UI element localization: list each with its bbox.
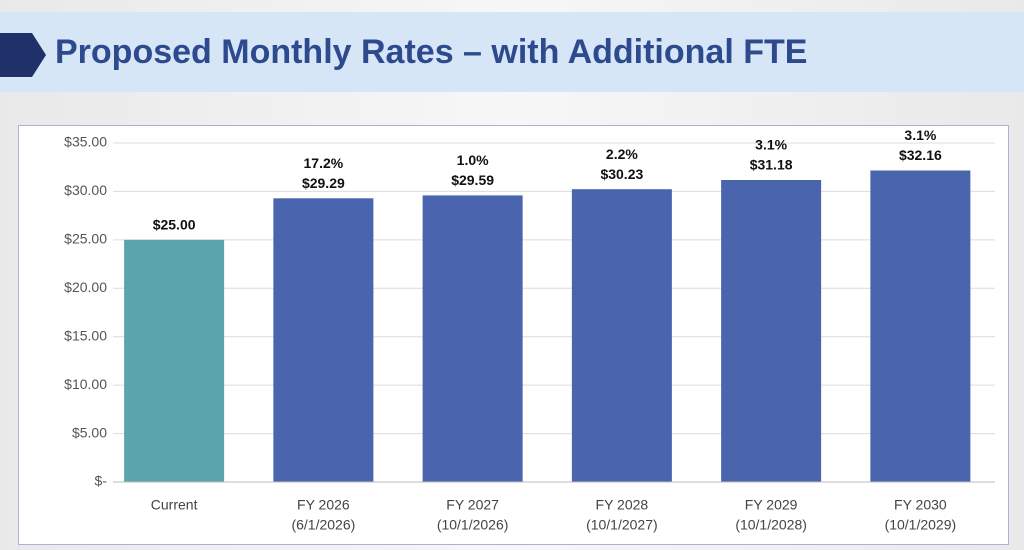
- slide-title: Proposed Monthly Rates – with Additional…: [55, 33, 807, 71]
- x-tick-label: (10/1/2026): [437, 517, 509, 533]
- x-tick-label: (6/1/2026): [291, 517, 355, 533]
- change-label: 1.0%: [457, 152, 489, 168]
- change-label: 17.2%: [304, 155, 344, 171]
- bar: [273, 198, 374, 483]
- value-label: $32.16: [899, 147, 942, 163]
- x-tick-label: (10/1/2027): [586, 517, 658, 533]
- value-label: $25.00: [153, 217, 196, 233]
- y-tick-label: $5.00: [72, 424, 107, 440]
- y-tick-label: $25.00: [64, 231, 107, 247]
- x-tick-label: FY 2030: [894, 497, 947, 513]
- bar: [124, 239, 225, 482]
- title-band: [0, 12, 1024, 92]
- value-label: $29.29: [302, 175, 345, 191]
- x-tick-label: Current: [151, 497, 198, 513]
- bar: [721, 179, 822, 482]
- y-tick-label: $30.00: [64, 182, 107, 198]
- value-label: $31.18: [750, 157, 793, 173]
- value-label: $30.23: [600, 166, 643, 182]
- y-tick-label: $-: [95, 473, 108, 489]
- x-tick-label: FY 2029: [745, 497, 798, 513]
- y-tick-label: $10.00: [64, 376, 107, 392]
- bar: [571, 189, 672, 482]
- y-tick-label: $15.00: [64, 327, 107, 343]
- y-tick-label: $20.00: [64, 279, 107, 295]
- y-tick-label: $35.00: [64, 134, 107, 150]
- x-tick-label: FY 2026: [297, 497, 350, 513]
- x-tick-label: FY 2028: [596, 497, 649, 513]
- change-label: 2.2%: [606, 146, 638, 162]
- value-label: $29.59: [451, 172, 494, 188]
- bar: [870, 170, 971, 482]
- title-chevron: [0, 33, 46, 77]
- change-label: 3.1%: [904, 127, 936, 143]
- change-label: 3.1%: [755, 137, 787, 153]
- x-tick-label: (10/1/2028): [735, 517, 807, 533]
- x-tick-label: FY 2027: [446, 497, 499, 513]
- bar: [422, 195, 523, 482]
- x-tick-label: (10/1/2029): [885, 517, 957, 533]
